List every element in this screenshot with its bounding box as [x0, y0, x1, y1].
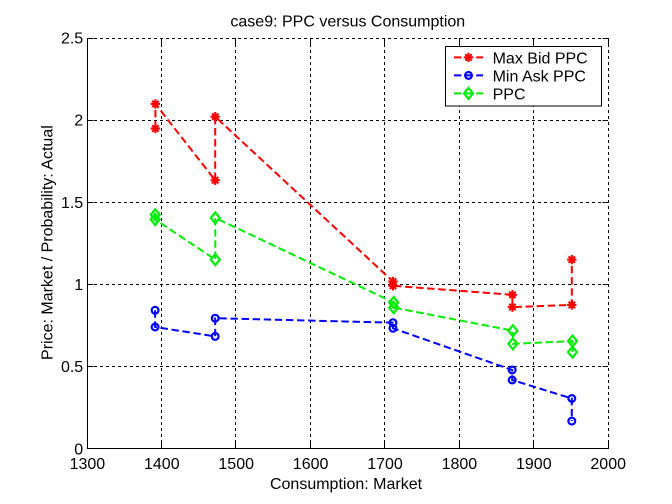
svg-text:1900: 1900	[516, 456, 552, 473]
svg-text:PPC: PPC	[493, 86, 526, 103]
svg-text:1600: 1600	[293, 456, 329, 473]
svg-text:1: 1	[74, 277, 83, 294]
svg-text:Consumption: Market: Consumption: Market	[270, 476, 423, 493]
svg-text:1400: 1400	[144, 456, 180, 473]
svg-text:1700: 1700	[367, 456, 403, 473]
svg-text:2000: 2000	[590, 456, 626, 473]
svg-text:1800: 1800	[442, 456, 478, 473]
svg-text:0: 0	[74, 441, 83, 458]
svg-text:Price: Market / Probability: A: Price: Market / Probability: Actual	[39, 125, 56, 360]
svg-text:0.5: 0.5	[61, 359, 83, 376]
svg-text:Min Ask PPC: Min Ask PPC	[493, 68, 586, 85]
svg-text:1.5: 1.5	[61, 195, 83, 212]
svg-text:2: 2	[74, 113, 83, 130]
svg-text:case9: PPC versus Consumption: case9: PPC versus Consumption	[230, 14, 465, 31]
svg-text:1500: 1500	[218, 456, 254, 473]
svg-text:1300: 1300	[70, 456, 106, 473]
svg-text:2.5: 2.5	[61, 31, 83, 48]
svg-text:Max Bid PPC: Max Bid PPC	[493, 50, 588, 67]
